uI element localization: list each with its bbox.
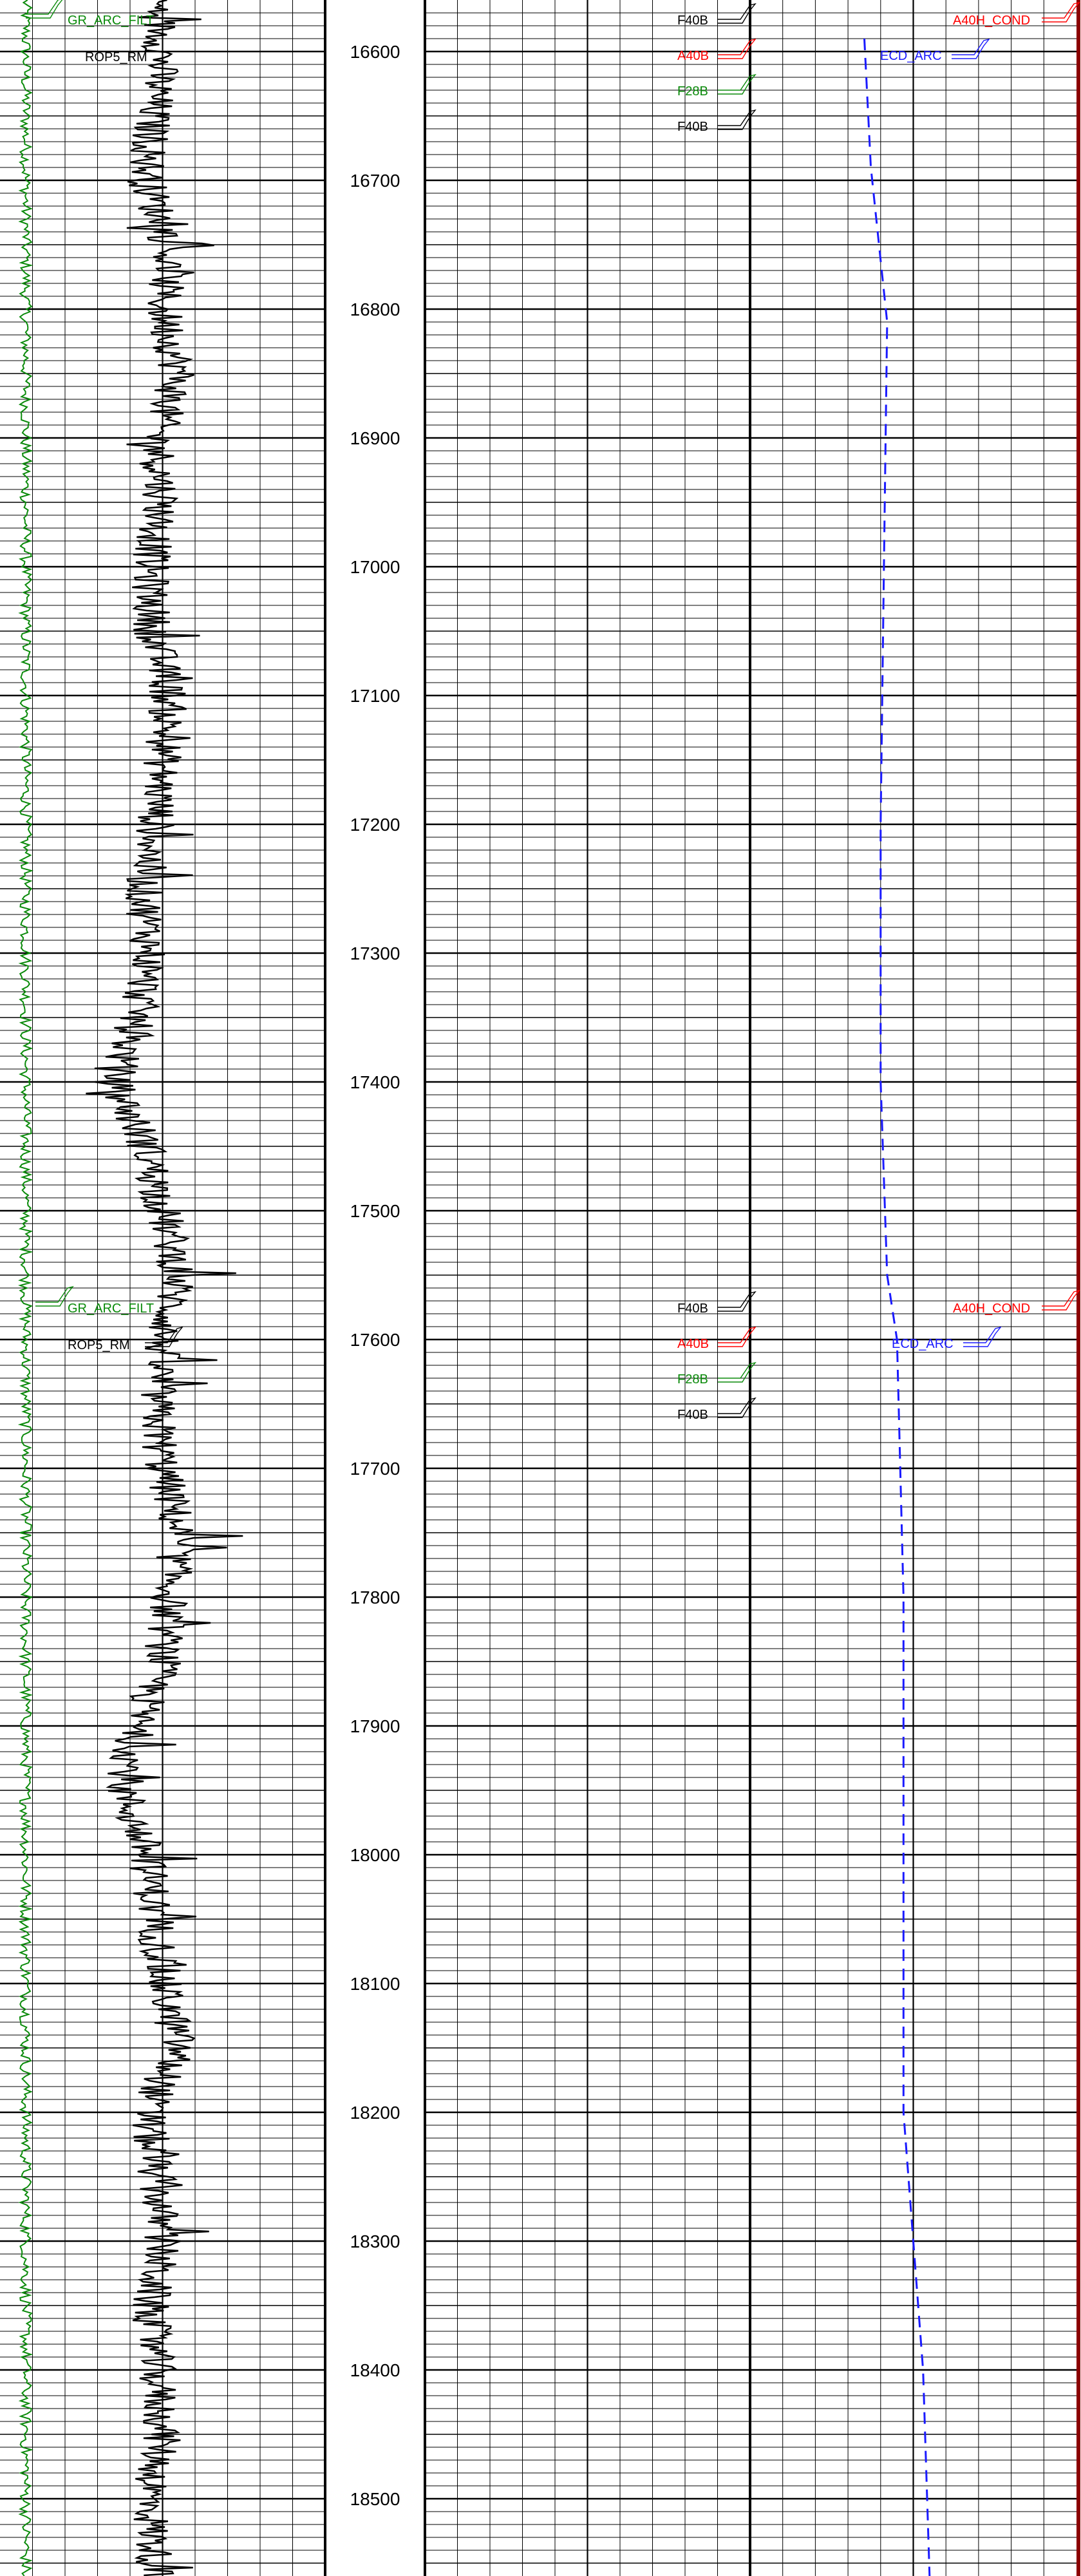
- label-pointer-arrow: [718, 73, 757, 95]
- depth-label: 18300: [350, 2231, 400, 2251]
- gr-label-1: GR_ARC_FILT: [68, 14, 154, 28]
- curve-header-block-2: GR_ARC_FILT ROP5_RM F40B A40B F28B F40B …: [68, 1302, 1030, 1422]
- depth-label: 16900: [350, 428, 400, 448]
- depth-label: 18100: [350, 1974, 400, 1994]
- depth-label: 18400: [350, 2360, 400, 2380]
- depth-label: 18200: [350, 2103, 400, 2123]
- f40b-label-1a: F40B: [677, 14, 708, 28]
- ecd-label-2: ECD_ARC: [892, 1337, 954, 1351]
- label-pointer-arrow: [963, 1326, 1002, 1347]
- depth-label: 17700: [350, 1459, 400, 1479]
- label-pointer-arrow: [1042, 1289, 1080, 1311]
- gr-arc-filt-curve: [17, 0, 34, 2576]
- depth-label: 17300: [350, 943, 400, 963]
- depth-label: 17200: [350, 815, 400, 835]
- label-pointer-arrow: [718, 1397, 757, 1418]
- label-pointer-arrow: [718, 1326, 757, 1347]
- depth-label: 17100: [350, 686, 400, 706]
- label-pointer-arrow: [718, 3, 757, 24]
- label-pointer-arrow: [35, 1285, 74, 1307]
- depth-label: 17900: [350, 1716, 400, 1736]
- label-pointer-arrow: [1042, 1, 1080, 23]
- depth-label: 17600: [350, 1330, 400, 1350]
- depth-label: 16700: [350, 171, 400, 191]
- curve-header-block-1: GR_ARC_FILT ROP5_RM F40B A40B F28B F40B …: [68, 14, 1030, 134]
- rop5-rm-curve: [86, 0, 243, 2576]
- ecd-arc-curve: [863, 38, 931, 2576]
- label-pointer-arrow: [952, 38, 990, 59]
- f40b-label-2a: F40B: [677, 1302, 708, 1316]
- depth-label: 18000: [350, 1845, 400, 1865]
- label-pointer-arrow: [26, 0, 63, 19]
- depth-label: 17500: [350, 1201, 400, 1221]
- f28b-label-1: F28B: [677, 84, 708, 99]
- label-pointer-arrow: [718, 1361, 757, 1383]
- rop-label-2: ROP5_RM: [68, 1338, 130, 1352]
- rop-label-1: ROP5_RM: [85, 50, 147, 64]
- depth-label: 18500: [350, 2489, 400, 2509]
- a40b-label-2: A40B: [677, 1337, 709, 1351]
- label-pointer-arrow: [145, 1326, 183, 1347]
- track-borders: [324, 0, 1080, 2576]
- a40b-label-1: A40B: [677, 49, 709, 63]
- label-pointers: [26, 0, 1080, 1418]
- label-pointer-arrow: [718, 109, 757, 130]
- cond-label-2: A40H_COND: [953, 1302, 1030, 1316]
- label-pointer-arrow: [718, 38, 757, 59]
- depth-axis: 16600 16700 16800 16900 17000 17100 17200 17300…: [350, 42, 400, 2509]
- depth-label: 16600: [350, 42, 400, 62]
- depth-label: 17400: [350, 1072, 400, 1092]
- f28b-label-2: F28B: [677, 1372, 708, 1387]
- f40b-label-2b: F40B: [677, 1408, 708, 1422]
- cond-label-1: A40H_COND: [953, 14, 1030, 28]
- depth-label: 17000: [350, 557, 400, 577]
- f40b-label-1b: F40B: [677, 120, 708, 134]
- depth-label: 16800: [350, 299, 400, 319]
- label-pointer-arrow: [718, 1291, 757, 1312]
- ecd-label-1: ECD_ARC: [880, 49, 942, 63]
- depth-label: 17800: [350, 1587, 400, 1607]
- gr-label-2: GR_ARC_FILT: [68, 1302, 154, 1316]
